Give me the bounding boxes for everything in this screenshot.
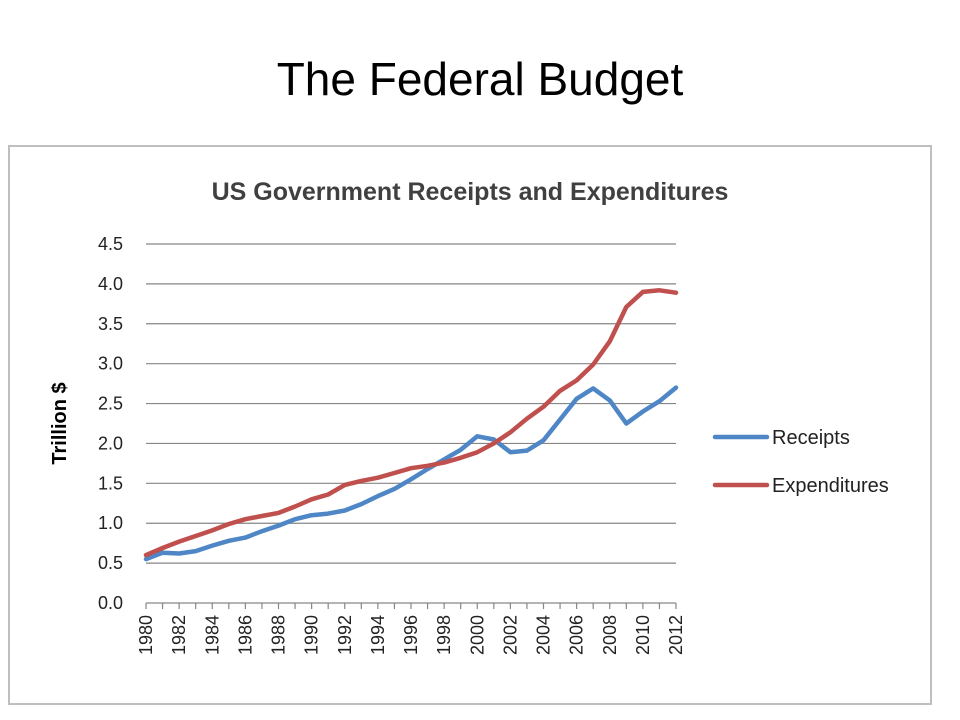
y-tick-label: 0.0 [98,593,123,613]
y-tick-label: 4.5 [98,234,123,254]
y-tick-label: 4.0 [98,274,123,294]
x-tick-label: 2010 [633,615,653,655]
slide-title: The Federal Budget [276,53,684,105]
x-tick-label: 1992 [335,615,355,655]
series-line-receipts [143,385,679,562]
x-tick-label: 2006 [567,615,587,655]
y-tick-label: 2.0 [98,433,123,453]
chart-canvas: US Government Receipts and Expenditures 0… [49,178,889,655]
x-tick-label: 2000 [467,615,487,655]
x-tick-label: 1984 [202,615,222,655]
chart-frame: US Government Receipts and Expenditures 0… [8,145,932,705]
x-tick-label: 1988 [269,615,289,655]
x-tick-label: 1980 [136,615,156,655]
y-tick-label: 1.5 [98,473,123,493]
y-tick-label: 3.0 [98,354,123,374]
x-tick-label: 2008 [600,615,620,655]
y-tick-label: 0.5 [98,553,123,573]
x-tick-label: 1998 [434,615,454,655]
y-tick-label: 2.5 [98,394,123,414]
chart-title: US Government Receipts and Expenditures [212,178,729,206]
y-tick-label: 1.0 [98,513,123,533]
x-tick-label: 2002 [500,615,520,655]
legend-label-expenditures: Expenditures [772,475,889,497]
series-line-expenditures [143,288,679,558]
y-axis-label: Trillion $ [49,382,71,464]
x-tick-label: 1986 [235,615,255,655]
x-tick-label: 2004 [534,615,554,655]
x-tick-label: 1982 [169,615,189,655]
legend-label-receipts: Receipts [772,427,850,449]
y-tick-label: 3.5 [98,314,123,334]
x-tick-label: 2012 [666,615,686,655]
x-tick-label: 1994 [368,615,388,655]
x-tick-label: 1996 [401,615,421,655]
x-tick-label: 1990 [302,615,322,655]
